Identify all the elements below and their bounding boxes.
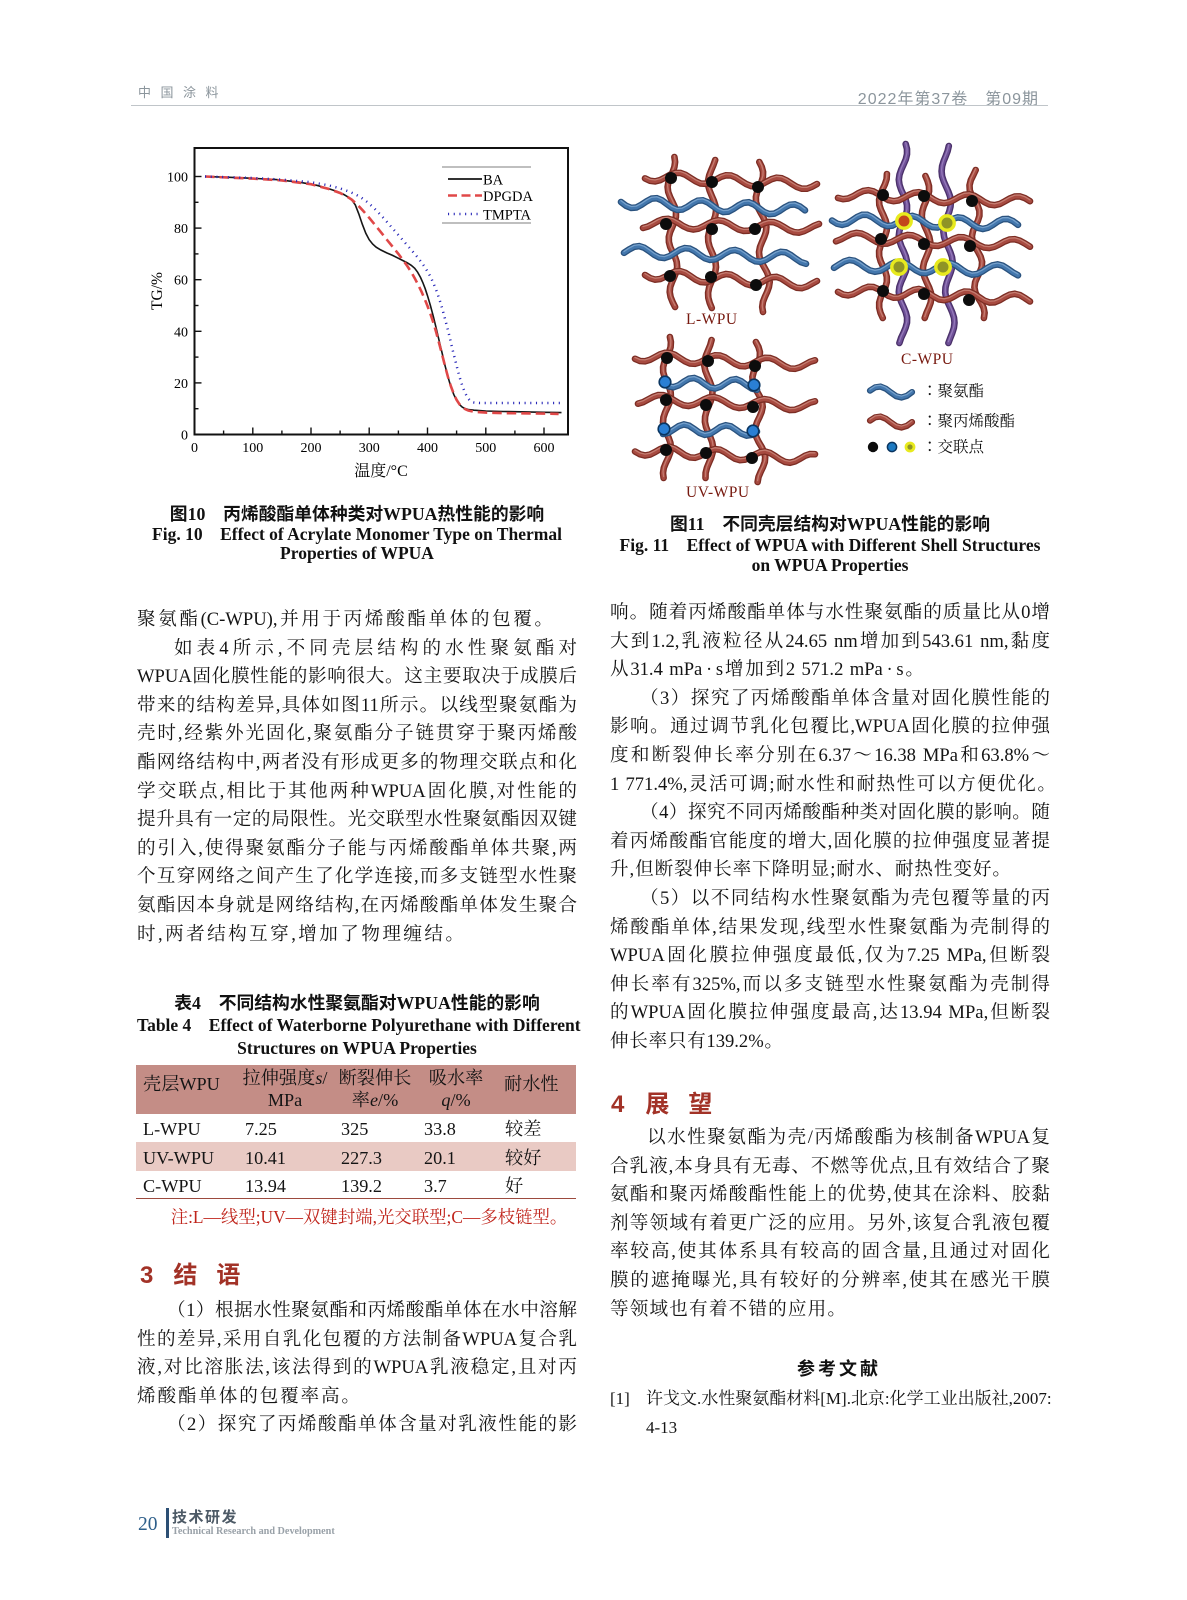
svg-text:0: 0 (191, 441, 198, 456)
svg-text:温度/°C: 温度/°C (354, 462, 408, 480)
svg-text:300: 300 (359, 441, 380, 456)
svg-text:200: 200 (301, 441, 322, 456)
svg-text:∶聚氨酯: ∶聚氨酯 (922, 382, 984, 400)
svg-text:100: 100 (167, 171, 188, 186)
svg-text:DPGDA: DPGDA (483, 189, 533, 205)
svg-text:40: 40 (174, 325, 188, 340)
svg-text:600: 600 (534, 441, 555, 456)
svg-text:100: 100 (242, 441, 263, 456)
svg-text:∶聚丙烯酸酯: ∶聚丙烯酸酯 (922, 411, 1015, 430)
svg-text:C-WPU: C-WPU (901, 351, 953, 368)
svg-text:TG/%: TG/% (149, 272, 166, 310)
svg-text:0: 0 (181, 429, 188, 444)
svg-text:500: 500 (475, 441, 496, 456)
svg-text:20: 20 (174, 377, 188, 392)
svg-text:BA: BA (483, 173, 504, 189)
svg-text:TMPTA: TMPTA (483, 208, 532, 224)
svg-text:∶交联点: ∶交联点 (922, 438, 985, 456)
svg-text:UV-WPU: UV-WPU (686, 484, 750, 501)
svg-text:60: 60 (174, 274, 188, 289)
svg-text:400: 400 (417, 441, 438, 456)
svg-text:L-WPU: L-WPU (686, 311, 738, 328)
svg-text:80: 80 (174, 222, 188, 237)
